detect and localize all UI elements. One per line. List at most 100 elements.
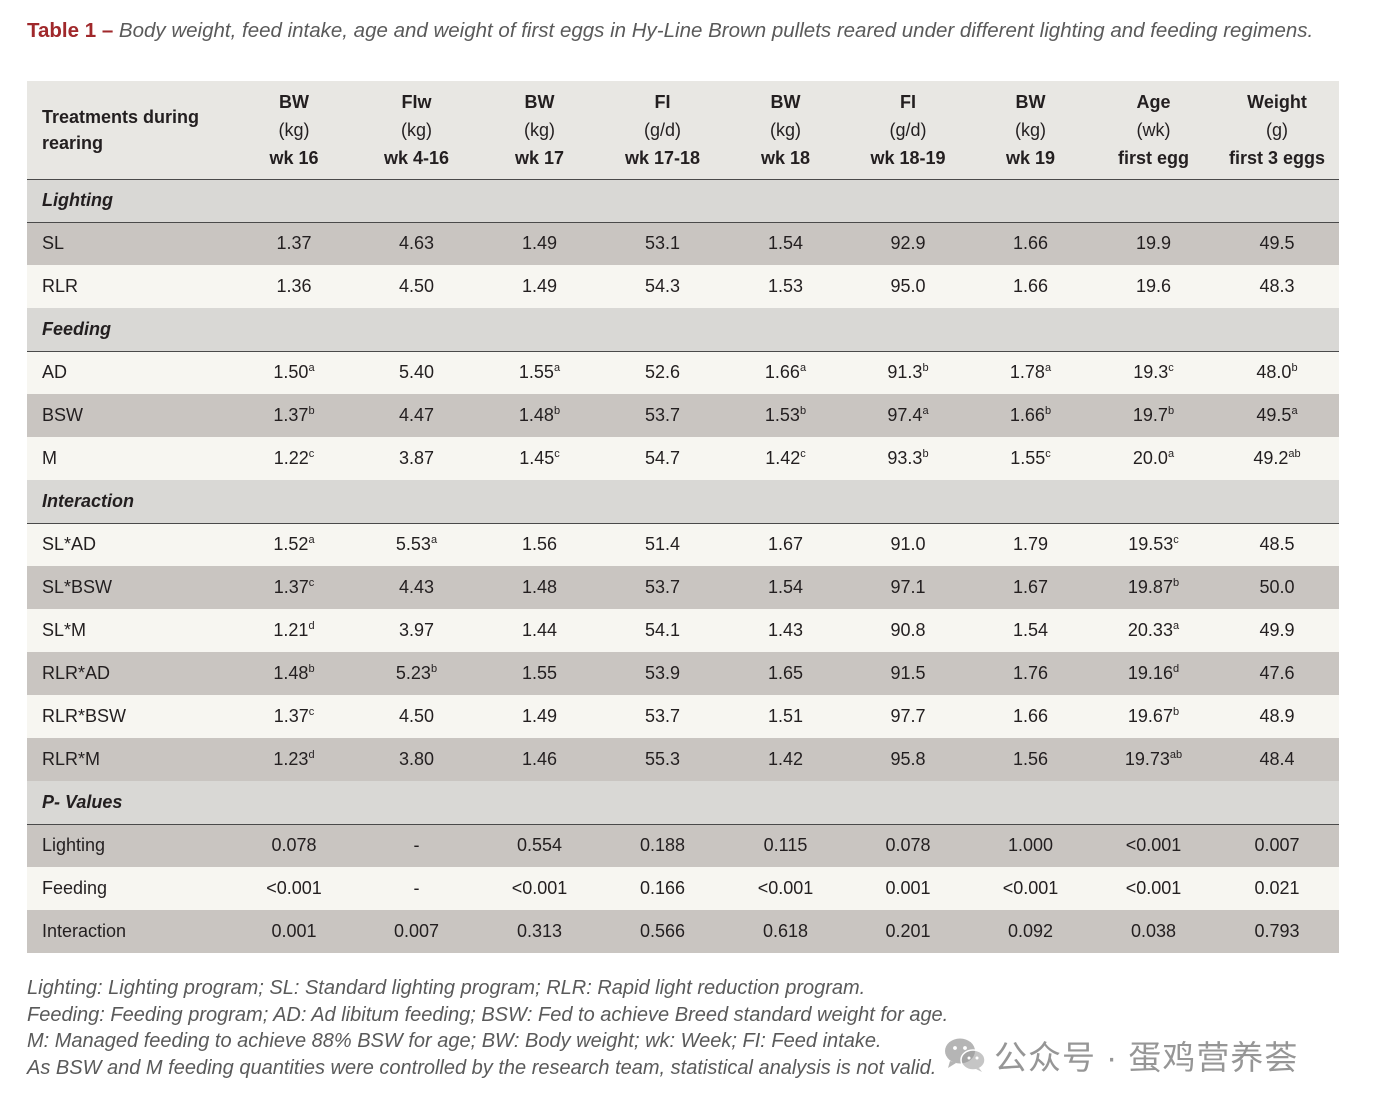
significance-letter: a: [308, 362, 315, 375]
table-row: RLR*AD 1.48b 5.23b 1.55 53.9 1.65 91.5 1.76 19.1…: [27, 652, 1339, 695]
section-title: Feeding: [27, 308, 1339, 352]
cell-value: 0.001: [885, 878, 931, 898]
significance-letter: a: [308, 534, 315, 547]
row-label: Feeding: [42, 878, 108, 898]
cell-value: 1.42: [765, 448, 801, 468]
significance-letter: a: [1291, 405, 1298, 417]
cell-value: 91.3: [887, 362, 923, 383]
row-label: RLR*BSW: [42, 706, 127, 726]
cell-value: 1.66: [1012, 233, 1049, 254]
column-header: BW (kg) wk 16: [233, 81, 355, 180]
cell-value: 0.021: [1254, 878, 1300, 898]
table-cell: 1.50a: [233, 351, 355, 394]
table-cell: 1.37c: [233, 566, 355, 609]
significance-letter: c: [1173, 534, 1179, 547]
table-cell: 55.3: [601, 738, 724, 781]
cell-value: 4.63: [398, 233, 435, 254]
table-cell: 1.48: [478, 566, 601, 609]
table-row: SL 1.37 4.63 1.49 53.1 1.54 92.9 1.66 19.9 49.5: [27, 222, 1339, 265]
cell-value: 49.5: [1259, 233, 1295, 254]
table-cell: 3.97: [355, 609, 478, 652]
table-cell: 51.4: [601, 523, 724, 566]
table-cell: 0.115: [724, 824, 847, 867]
cell-value: 0.554: [516, 835, 563, 856]
cell-value: 1.53: [764, 405, 800, 425]
table-cell: 0.038: [1092, 910, 1215, 953]
table-cell: 1.48b: [233, 652, 355, 695]
cell-value: 0.007: [393, 921, 440, 941]
cell-value: 19.87: [1127, 577, 1173, 597]
table-cell: 3.87: [355, 437, 478, 480]
cell-value: 53.9: [644, 663, 681, 683]
cell-value: 0.007: [1254, 835, 1300, 856]
significance-letter: d: [1172, 663, 1180, 675]
cell-value: 0.566: [639, 921, 686, 941]
significance-letter: b: [308, 405, 315, 417]
table-row: SL*BSW 1.37c 4.43 1.48 53.7 1.54 97.1 1.67 19.87…: [27, 566, 1339, 609]
cell-value: 52.6: [644, 362, 681, 383]
cell-value: 4.50: [398, 276, 435, 296]
cell-value: 47.6: [1259, 663, 1295, 683]
column-measure: BW: [279, 91, 309, 112]
section-title: P- Values: [27, 781, 1339, 825]
table-cell: 1.37: [233, 222, 355, 265]
cell-value: 5.40: [398, 362, 435, 383]
table-cell: 0.188: [601, 824, 724, 867]
cell-value: 19.16: [1127, 663, 1173, 683]
table-cell: 53.7: [601, 695, 724, 738]
cell-value: 48.3: [1259, 276, 1295, 296]
table-cell: 0.007: [355, 910, 478, 953]
table-cell: 20.0a: [1092, 437, 1215, 480]
table-cell: 48.4: [1215, 738, 1339, 781]
table-cell: <0.001: [724, 867, 847, 910]
table-row: M 1.22c 3.87 1.45c 54.7 1.42c 93.3b 1.55c 20.0a 4…: [27, 437, 1339, 480]
table-cell: 1.66: [969, 265, 1092, 308]
cell-value: 19.3: [1133, 362, 1169, 383]
cell-value: 1.67: [1012, 577, 1049, 597]
table-cell: 1.44: [478, 609, 601, 652]
significance-letter: b: [1044, 405, 1052, 417]
cell-value: 55.3: [644, 749, 681, 769]
table-cell: 19.73ab: [1092, 738, 1215, 781]
cell-value: <0.001: [757, 878, 814, 898]
cell-value: <0.001: [511, 878, 568, 898]
column-measure: Weight: [1247, 91, 1307, 112]
cell-value: 1.37: [273, 706, 309, 726]
cell-value: 0.166: [639, 878, 686, 898]
cell-value: 20.33: [1127, 620, 1173, 640]
table-cell: 1.76: [969, 652, 1092, 695]
table-cell: 1.66: [969, 222, 1092, 265]
cell-value: 1.23: [273, 749, 309, 769]
footnote-line: As BSW and M feeding quantities were con…: [27, 1056, 937, 1079]
table-cell: 93.3b: [847, 437, 969, 480]
table-cell: 48.0b: [1215, 351, 1339, 394]
column-header: FI (g/d) wk 17-18: [601, 81, 724, 180]
significance-letter: a: [1172, 620, 1180, 632]
table-cell: <0.001: [969, 867, 1092, 910]
cell-value: 0.201: [885, 921, 931, 941]
table-cell: 0.618: [724, 910, 847, 953]
table-cell: 5.40: [355, 351, 478, 394]
table-row: Lighting 0.078 - 0.554 0.188 0.115 0.078 1.000 <…: [27, 824, 1339, 867]
significance-letter: b: [922, 362, 929, 375]
significance-letter: c: [1045, 448, 1051, 460]
significance-letter: a: [799, 362, 807, 375]
significance-letter: a: [430, 534, 438, 547]
table-cell: 19.53c: [1092, 523, 1215, 566]
cell-value: 1.66: [1009, 405, 1045, 425]
table-cell: 4.50: [355, 695, 478, 738]
table-cell: 19.9: [1092, 222, 1215, 265]
row-label: AD: [42, 362, 68, 383]
column-unit: (kg): [1015, 119, 1046, 140]
caption-text: Body weight, feed intake, age and weight…: [118, 19, 1314, 42]
cell-value: 1.54: [1012, 620, 1049, 640]
cell-value: 3.97: [398, 620, 435, 640]
table-cell: 53.9: [601, 652, 724, 695]
table-cell: 0.001: [233, 910, 355, 953]
table-cell: 1.79: [969, 523, 1092, 566]
cell-value: 1.37: [273, 405, 309, 425]
table-cell: 0.554: [478, 824, 601, 867]
table-cell: 49.9: [1215, 609, 1339, 652]
cell-value: 1.46: [521, 749, 558, 769]
cell-value: 95.8: [890, 749, 926, 769]
